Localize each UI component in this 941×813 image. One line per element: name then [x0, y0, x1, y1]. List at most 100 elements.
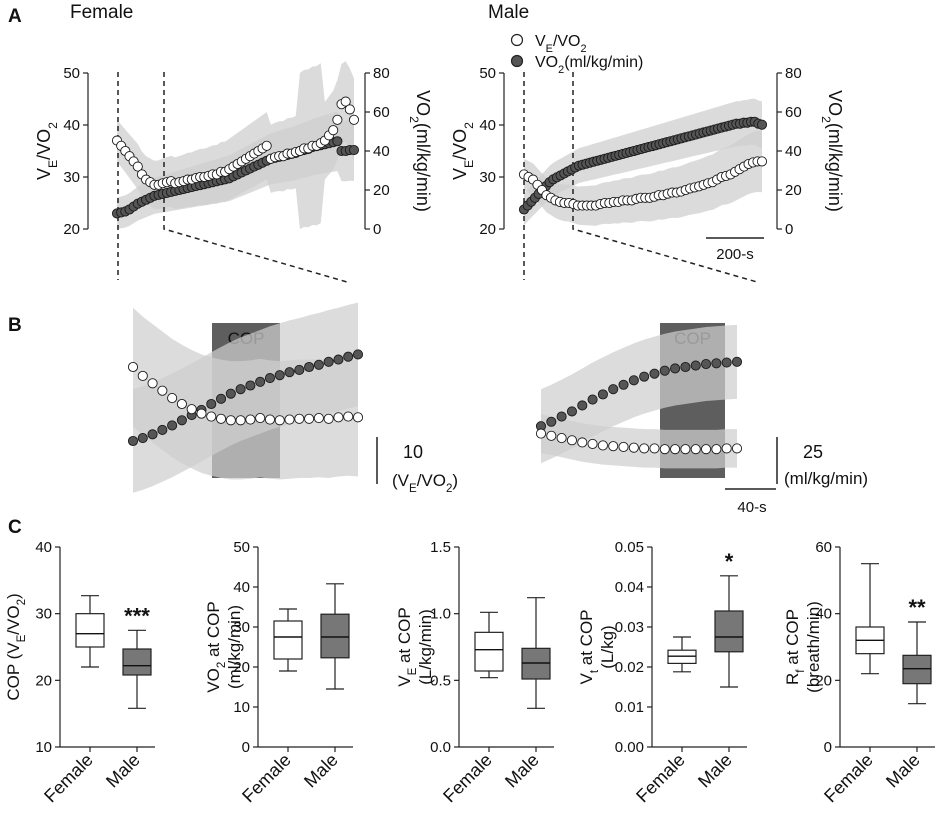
B-female-chart: COP10(VE/VO2) — [127, 302, 458, 495]
significance-mark: * — [725, 549, 734, 574]
A-female-chart: 20 30 40 50 0 20 40 60 80 VE/VO2 VO2(ml/kg/min) Fem… — [34, 2, 433, 283]
ve-point — [255, 413, 266, 424]
box — [273, 620, 303, 660]
ve-point — [294, 413, 305, 424]
ve-point — [261, 140, 272, 151]
ve-point — [731, 443, 743, 454]
left-tick-label: 40 — [479, 117, 496, 134]
ve-point — [225, 415, 236, 426]
y-axis-title: Vt at COP — [577, 609, 601, 684]
vo2-point — [313, 359, 324, 370]
vo2-point — [711, 358, 722, 369]
legend-vo2-marker — [510, 54, 524, 68]
y-tick-label: 0.01 — [615, 699, 644, 716]
vo2-point — [235, 384, 246, 395]
value-scalebar-unit: (ml/kg/min) — [784, 469, 868, 488]
ve-point — [176, 398, 187, 410]
panel-letter-a: A — [8, 6, 22, 27]
y-axis-subtitle: (L/kg/min) — [416, 609, 435, 685]
vo2-point — [294, 364, 305, 376]
significance-mark: ** — [908, 595, 926, 620]
vo2-point — [284, 367, 295, 378]
ve-point — [196, 408, 207, 419]
box — [902, 654, 932, 685]
vo2-point — [618, 379, 629, 390]
ve-point — [206, 411, 217, 422]
right-axis-title: VO2(ml/kg/min) — [407, 90, 433, 212]
vo2-point — [577, 400, 588, 411]
y-tick-label: 0.5 — [430, 672, 451, 689]
vo2-point — [701, 358, 712, 370]
ve-point — [597, 440, 608, 451]
dashed-marker-cop — [163, 72, 348, 283]
vo2-point — [206, 398, 217, 410]
ve-point — [245, 414, 256, 425]
box — [474, 631, 504, 672]
y-tick-label: 20 — [35, 672, 52, 689]
y-tick-label: 0.04 — [615, 579, 644, 596]
ve-point — [313, 413, 324, 424]
C-cop-chart: 10 20 30 40 Female Male *** COP (VE/VO2) — [4, 539, 155, 806]
vo2-point — [304, 361, 315, 373]
ve-point — [680, 444, 691, 455]
x-tick-label: Male — [882, 750, 924, 792]
ve-point — [670, 444, 681, 455]
vo2-point — [343, 351, 354, 362]
vo2-point — [332, 136, 343, 147]
left-tick-label: 20 — [63, 221, 80, 238]
vo2-point — [167, 420, 178, 431]
x-tick-label: Male — [501, 750, 543, 792]
box — [320, 613, 350, 659]
chart-title: Male — [488, 2, 529, 23]
time-scalebar-label: 40-s — [737, 499, 766, 516]
vo2-sd-band — [133, 302, 358, 493]
vo2-point — [245, 380, 256, 391]
B-male-chart: COP25(ml/kg/min)40-s — [535, 323, 868, 516]
ve-point — [264, 414, 276, 425]
vo2-point — [176, 415, 187, 426]
y-tick-label: 40 — [35, 539, 52, 556]
y-tick-label: 20 — [815, 672, 832, 689]
ve-point — [274, 415, 285, 426]
y-axis-title: VE at COP — [395, 607, 419, 687]
y-axis-title: VO2 at COP — [204, 601, 228, 692]
y-axis-subtitle: (ml/kg/min) — [225, 605, 244, 689]
ve-point — [340, 96, 351, 107]
vo2-point — [137, 432, 148, 444]
vo2-point — [348, 144, 360, 156]
vo2-point — [731, 356, 743, 367]
right-tick-label: 0 — [785, 221, 793, 238]
vo2-point — [157, 424, 168, 435]
right-tick-label: 60 — [785, 104, 802, 121]
x-tick-label: Male — [102, 750, 144, 792]
right-tick-label: 60 — [373, 104, 390, 121]
ve-point — [127, 361, 139, 373]
y-tick-label: 1.0 — [430, 606, 451, 623]
value-scalebar-unit: (VE/VO2) — [392, 471, 458, 495]
vo2-point — [323, 356, 334, 367]
y-axis-title: Rf at COP — [783, 609, 807, 685]
vo2-point — [274, 370, 285, 381]
box — [75, 613, 105, 648]
ve-point — [608, 441, 619, 452]
y-tick-label: 0.0 — [430, 739, 451, 756]
y-tick-label: 0 — [824, 739, 832, 756]
right-tick-label: 0 — [373, 221, 381, 238]
ve-point — [566, 435, 577, 446]
left-tick-label: 50 — [63, 65, 80, 82]
ve-point — [344, 104, 355, 115]
y-tick-label: 30 — [233, 619, 250, 636]
y-tick-label: 0.00 — [615, 739, 644, 756]
left-axis-title: VE/VO2 — [34, 122, 60, 180]
vo2-point — [680, 361, 691, 373]
y-tick-label: 0 — [242, 739, 250, 756]
ve-point — [284, 414, 295, 425]
y-axis-title: COP (VE/VO2) — [4, 593, 28, 700]
vo2-point — [670, 363, 681, 374]
y-tick-label: 20 — [233, 659, 250, 676]
ve-point — [649, 443, 660, 454]
panel-letter-b: B — [8, 315, 22, 336]
y-tick-label: 60 — [815, 539, 832, 556]
vo2-point — [264, 373, 276, 384]
y-tick-label: 1.5 — [430, 539, 451, 556]
